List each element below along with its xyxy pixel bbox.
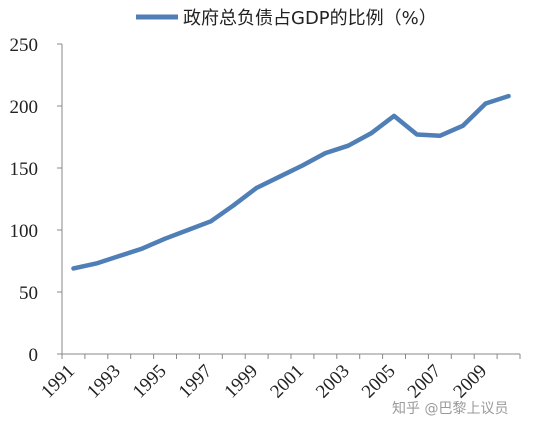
data-point	[94, 261, 99, 266]
data-point	[483, 101, 488, 106]
legend: 政府总负债占GDP的比例（%）	[136, 8, 437, 29]
data-point	[437, 133, 442, 138]
y-tick-label: 200	[10, 97, 39, 118]
data-point	[460, 123, 465, 128]
x-tick-label: 2005	[358, 361, 400, 403]
data-point	[392, 113, 397, 118]
data-point	[277, 174, 282, 179]
data-point	[369, 131, 374, 136]
y-tick-label: 50	[19, 283, 38, 304]
x-tick-label: 2007	[404, 361, 446, 403]
data-point	[163, 236, 168, 241]
plot-area	[71, 93, 511, 271]
y-tick-label: 250	[10, 35, 39, 56]
data-point	[254, 185, 259, 190]
legend-label: 政府总负债占GDP的比例（%）	[183, 8, 437, 29]
x-tick-label: 2009	[449, 361, 491, 403]
x-tick-label: 1999	[220, 361, 262, 403]
x-tick-label: 1993	[83, 361, 125, 403]
data-point	[506, 94, 511, 99]
data-point	[414, 132, 419, 137]
data-point	[346, 143, 351, 148]
data-point	[117, 254, 122, 259]
y-tick-label: 100	[10, 221, 39, 242]
x-tick-label: 1991	[37, 361, 79, 403]
x-tick-label: 1997	[175, 361, 217, 403]
watermark: 知乎 @巴黎上议员	[392, 400, 508, 417]
y-tick-label: 150	[10, 159, 39, 180]
series-line	[71, 93, 511, 271]
x-tick-label: 1995	[129, 361, 171, 403]
data-point	[231, 203, 236, 208]
x-tick-label: 2003	[312, 361, 354, 403]
data-point	[71, 266, 76, 271]
y-tick-label: 0	[29, 345, 39, 366]
data-point	[323, 151, 328, 156]
data-point	[300, 163, 305, 168]
data-point	[140, 246, 145, 251]
data-point	[185, 228, 190, 232]
x-tick-label: 2001	[266, 361, 308, 403]
data-point	[208, 219, 213, 224]
